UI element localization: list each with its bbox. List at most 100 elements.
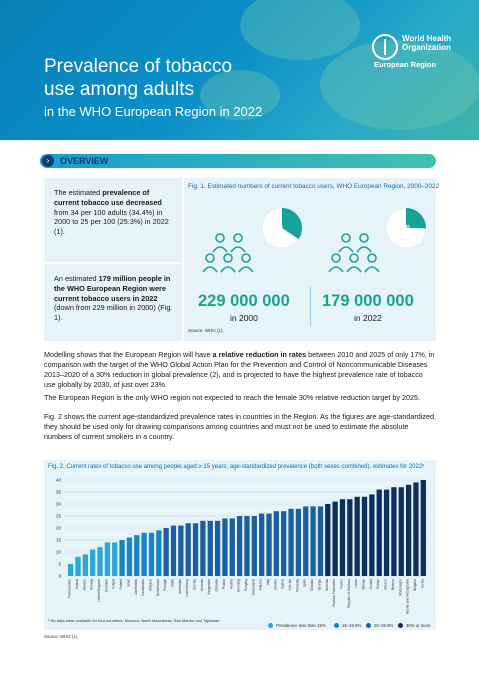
bar xyxy=(75,556,81,576)
bar xyxy=(200,520,206,576)
bar xyxy=(141,532,147,576)
x-tick-label: Austria xyxy=(229,579,233,589)
map-background xyxy=(200,70,280,120)
bar xyxy=(303,506,309,576)
x-tick-label: Georgia xyxy=(317,579,321,591)
bar xyxy=(185,523,191,576)
bar xyxy=(236,516,243,576)
x-tick-label: Denmark xyxy=(104,579,108,592)
legend-item: Prevalence less than 15% xyxy=(268,623,326,628)
users-2000-label: in 2000 xyxy=(230,313,258,323)
bar xyxy=(119,540,125,576)
bar xyxy=(288,508,294,576)
x-tick-label: Kyrgyzstan xyxy=(207,579,211,595)
x-tick-label: Montenegro xyxy=(398,579,402,596)
bar xyxy=(156,530,162,576)
paragraph-fig2-intro: Fig. 2 shows the current age-standardize… xyxy=(44,412,436,441)
who-emblem-icon xyxy=(372,34,398,60)
legend-item: 15–19.9% xyxy=(334,623,361,628)
bar xyxy=(347,499,353,576)
page-title-line2: use among adults xyxy=(44,79,194,100)
x-tick-label: Germany xyxy=(237,579,241,593)
bar xyxy=(295,508,302,576)
x-tick-label: Czechia xyxy=(288,579,292,591)
overview-label: OVERVIEW xyxy=(60,156,109,166)
bar xyxy=(170,525,177,576)
x-tick-label: Armenia xyxy=(200,579,204,591)
x-tick-label: Hungary xyxy=(244,579,248,591)
x-tick-label: Iceland xyxy=(75,579,79,590)
bar xyxy=(104,542,111,576)
bar xyxy=(112,542,118,576)
bar xyxy=(405,484,412,576)
bar xyxy=(325,504,331,576)
bar xyxy=(207,520,213,576)
figure-1-source: Source: WHO (1). xyxy=(188,328,224,333)
bar xyxy=(383,489,390,576)
bar xyxy=(163,528,169,576)
pie-label-2000: 34.4% xyxy=(266,225,284,231)
x-tick-label: Israel xyxy=(126,579,130,587)
x-tick-label: Romania xyxy=(295,579,299,592)
pie-chart-2000 xyxy=(260,206,304,250)
x-tick-label: Slovenia xyxy=(325,579,329,591)
bar xyxy=(192,523,199,576)
bar xyxy=(68,564,74,576)
x-tick-label: Poland xyxy=(222,579,226,589)
x-tick-label: Italy xyxy=(266,579,270,585)
bar xyxy=(229,518,235,576)
y-tick-label: 25 xyxy=(56,514,62,519)
y-tick-label: 0 xyxy=(58,574,61,579)
x-tick-label: Sweden xyxy=(82,579,86,591)
key-fact-box-users: An estimated 179 million people in the W… xyxy=(44,264,182,341)
bar xyxy=(97,547,103,576)
legend-swatch xyxy=(366,623,371,628)
bar xyxy=(90,549,96,576)
x-tick-label: Serbia xyxy=(420,579,424,588)
x-tick-label: Netherlands xyxy=(156,579,160,597)
bar xyxy=(273,511,280,576)
x-tick-label: Latvia xyxy=(354,579,358,588)
header-banner: Prevalence of tobacco use among adults i… xyxy=(0,0,479,140)
people-group-icon xyxy=(326,228,390,278)
org-name: World Health Organization xyxy=(402,34,452,52)
x-tick-label: Azerbaijan xyxy=(178,579,182,594)
paragraph-female-target: The European Region is the only WHO regi… xyxy=(44,393,420,402)
org-region: European Region xyxy=(374,60,437,69)
bar xyxy=(251,516,257,576)
bar xyxy=(332,501,338,576)
bar xyxy=(148,532,155,576)
bar xyxy=(259,513,265,576)
bar xyxy=(420,480,426,576)
x-tick-label: Lithuania xyxy=(215,579,219,592)
legend-swatch xyxy=(334,623,339,628)
figure-1: Fig. 1. Estimated numbers of current tob… xyxy=(184,178,439,341)
paragraph-modelling: Modelling shows that the European Region… xyxy=(44,350,435,389)
bar xyxy=(310,506,316,576)
key-fact-box-prevalence: The estimated prevalence of current toba… xyxy=(44,178,182,262)
x-tick-label: Malta xyxy=(171,579,175,587)
users-2000-number: 229 000 000 xyxy=(198,292,290,310)
figure-2-caption: Fig. 2. Current rates of tobacco use amo… xyxy=(48,464,425,470)
overview-section-bar: › OVERVIEW xyxy=(40,154,436,168)
bar xyxy=(126,537,133,576)
bar xyxy=(398,487,404,576)
map-background xyxy=(240,0,360,60)
x-tick-label: France xyxy=(339,579,343,589)
key-fact-text: An estimated 179 million people in the W… xyxy=(54,274,173,323)
figure-2: Fig. 2. Current rates of tobacco use amo… xyxy=(44,460,436,630)
x-tick-label: Finland xyxy=(119,579,123,590)
country-prevalence-bar-chart: 0 5 10 15 20 25 30 35 40 Turkmenistan Iceland Swede… xyxy=(56,478,428,614)
y-tick-label: 5 xyxy=(58,562,61,567)
people-group-icon xyxy=(200,228,264,278)
map-background xyxy=(320,40,479,130)
x-tick-label: Andorra xyxy=(259,579,263,591)
x-tick-label: Cyprus xyxy=(281,579,285,590)
bar xyxy=(281,511,287,576)
y-tick-label: 30 xyxy=(56,502,62,507)
users-2022-label: in 2022 xyxy=(354,313,382,323)
legend-item: 20–25.9% xyxy=(366,623,393,628)
x-tick-label: Norway xyxy=(90,579,94,590)
figure-2-source: Source: WHO (1). xyxy=(44,634,79,639)
bar xyxy=(361,496,368,576)
